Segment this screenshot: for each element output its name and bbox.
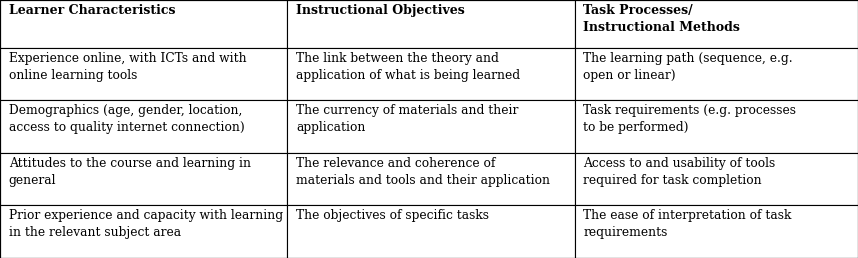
Text: Task requirements (e.g. processes
to be performed): Task requirements (e.g. processes to be … — [583, 104, 796, 134]
Text: Attitudes to the course and learning in
general: Attitudes to the course and learning in … — [9, 157, 251, 187]
Text: The learning path (sequence, e.g.
open or linear): The learning path (sequence, e.g. open o… — [583, 52, 793, 82]
Text: The link between the theory and
application of what is being learned: The link between the theory and applicat… — [296, 52, 520, 82]
Text: Experience online, with ICTs and with
online learning tools: Experience online, with ICTs and with on… — [9, 52, 246, 82]
Bar — [287, 153, 575, 205]
Text: Task Processes/
Instructional Methods: Task Processes/ Instructional Methods — [583, 4, 740, 34]
Text: Prior experience and capacity with learning
in the relevant subject area: Prior experience and capacity with learn… — [9, 209, 282, 239]
Text: Access to and usability of tools
required for task completion: Access to and usability of tools require… — [583, 157, 776, 187]
Text: Learner Characteristics: Learner Characteristics — [9, 4, 175, 17]
Text: The relevance and coherence of
materials and tools and their application: The relevance and coherence of materials… — [296, 157, 550, 187]
Bar — [575, 153, 858, 205]
Bar — [287, 48, 575, 100]
Text: Instructional Objectives: Instructional Objectives — [296, 4, 465, 17]
Bar — [287, 100, 575, 153]
Bar — [0, 48, 287, 100]
Text: The objectives of specific tasks: The objectives of specific tasks — [296, 209, 489, 222]
Bar — [575, 48, 858, 100]
Bar — [287, 205, 575, 258]
Text: The currency of materials and their
application: The currency of materials and their appl… — [296, 104, 518, 134]
Bar — [575, 205, 858, 258]
Bar — [287, 0, 575, 48]
Text: The ease of interpretation of task
requirements: The ease of interpretation of task requi… — [583, 209, 792, 239]
Bar — [0, 0, 287, 48]
Bar — [575, 0, 858, 48]
Bar — [575, 100, 858, 153]
Bar — [0, 153, 287, 205]
Bar — [0, 205, 287, 258]
Text: Demographics (age, gender, location,
access to quality internet connection): Demographics (age, gender, location, acc… — [9, 104, 245, 134]
Bar — [0, 100, 287, 153]
